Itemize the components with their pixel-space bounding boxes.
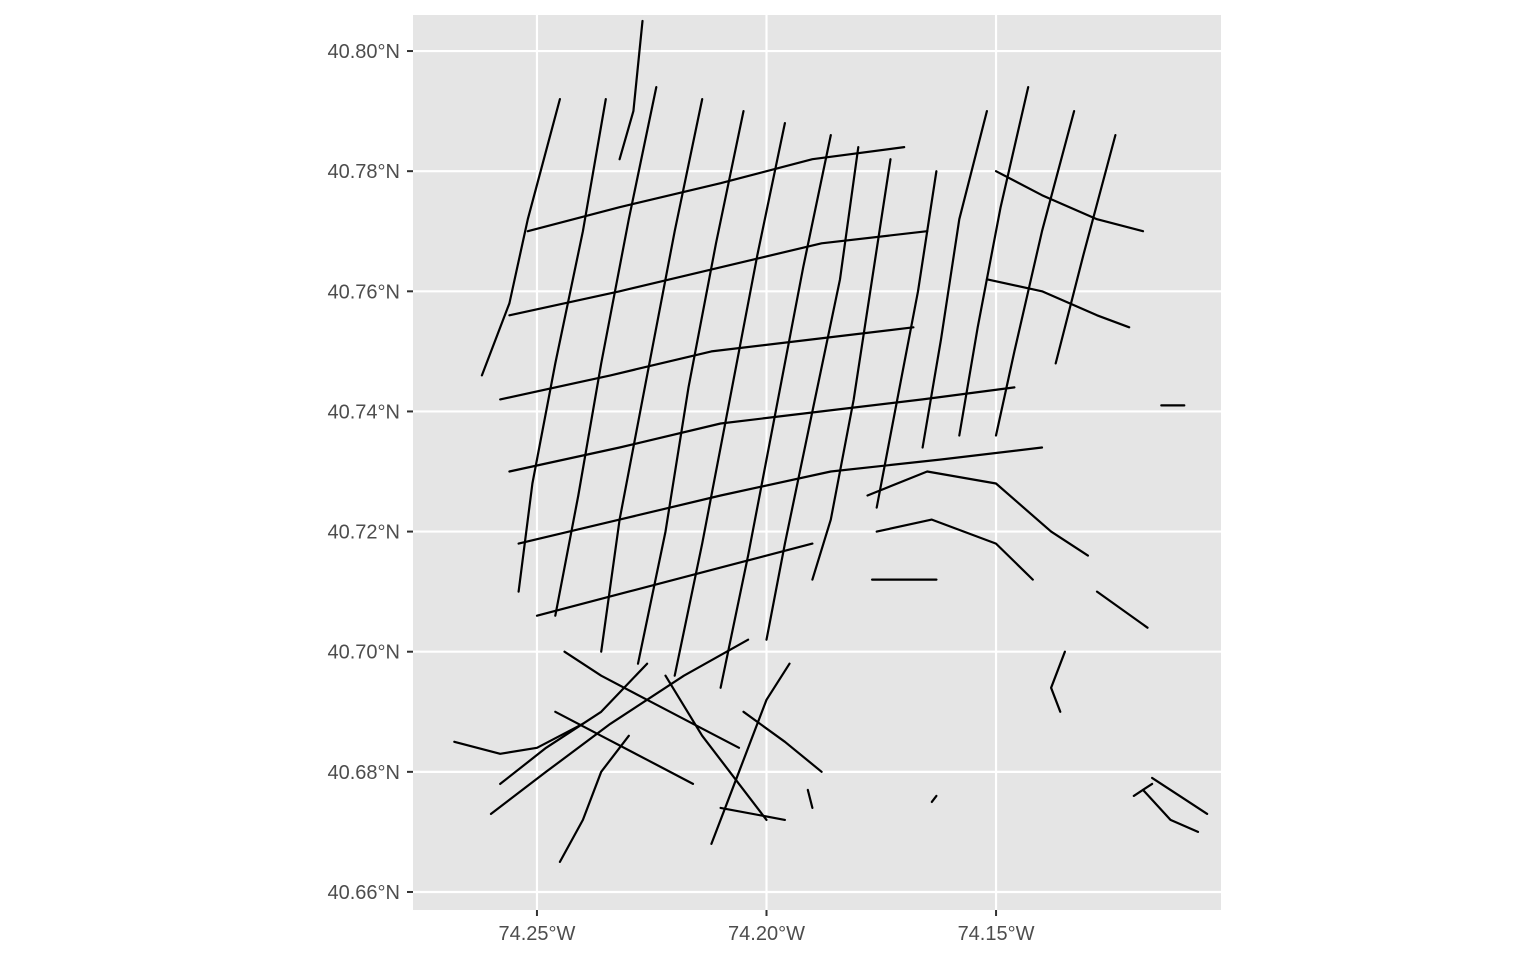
y-tick-label: 40.74°N — [328, 401, 401, 423]
street-segment — [1141, 788, 1200, 833]
street-segment — [875, 518, 1034, 581]
y-tick-label: 40.78°N — [328, 161, 401, 183]
street-segment — [985, 278, 1131, 329]
y-tick-label: 40.68°N — [328, 762, 401, 784]
street-segment — [517, 98, 607, 593]
street-segment — [489, 638, 750, 815]
street-segment — [958, 86, 1030, 437]
y-axis: 40.66°N 40.68°N 40.70°N 40.72°N 40.74°N 40.76… — [328, 41, 413, 904]
street-segment — [806, 788, 814, 809]
street-segment — [664, 674, 768, 821]
street-segment — [600, 98, 704, 653]
street-segment — [1050, 650, 1066, 713]
y-tick-label: 40.66°N — [328, 882, 401, 904]
street-segment — [930, 794, 938, 803]
y-tick-label: 40.80°N — [328, 41, 401, 63]
street-segment — [673, 122, 786, 677]
street-segment — [1095, 590, 1149, 629]
street-segment — [719, 806, 786, 821]
street-segment — [1132, 782, 1154, 797]
street-segment — [453, 722, 584, 755]
gridlines — [413, 15, 1221, 910]
street-segment — [742, 710, 823, 773]
street-segment — [508, 386, 1016, 473]
x-axis: 74.25°W 74.20°W 74.15°W — [498, 910, 1035, 945]
street-segment — [554, 86, 658, 617]
plot-panel — [413, 15, 1221, 910]
street-segment — [508, 230, 929, 317]
street-segment — [866, 470, 1089, 557]
street-segment — [921, 110, 988, 449]
street-segment — [517, 446, 1044, 545]
street-segment — [554, 710, 695, 785]
street-network — [453, 19, 1209, 863]
street-segment — [480, 98, 561, 377]
street-segment — [994, 170, 1145, 233]
street-segment — [719, 134, 832, 689]
street-segment — [535, 542, 814, 617]
street-segment — [499, 662, 649, 785]
street-segment — [499, 326, 915, 401]
x-tick-label: 74.25°W — [498, 923, 575, 945]
y-tick-label: 40.76°N — [328, 281, 401, 303]
street-segment — [636, 110, 745, 665]
x-tick-label: 74.20°W — [728, 923, 805, 945]
street-segment — [558, 734, 630, 863]
street-segment — [618, 19, 644, 161]
x-tick-label: 74.15°W — [958, 923, 1035, 945]
street-segment — [994, 110, 1076, 437]
street-segment — [1151, 776, 1209, 815]
street-segment — [811, 158, 892, 581]
y-tick-label: 40.70°N — [328, 642, 401, 664]
y-tick-label: 40.72°N — [328, 522, 401, 544]
street-segment — [526, 146, 906, 233]
street-segment — [1054, 134, 1117, 365]
